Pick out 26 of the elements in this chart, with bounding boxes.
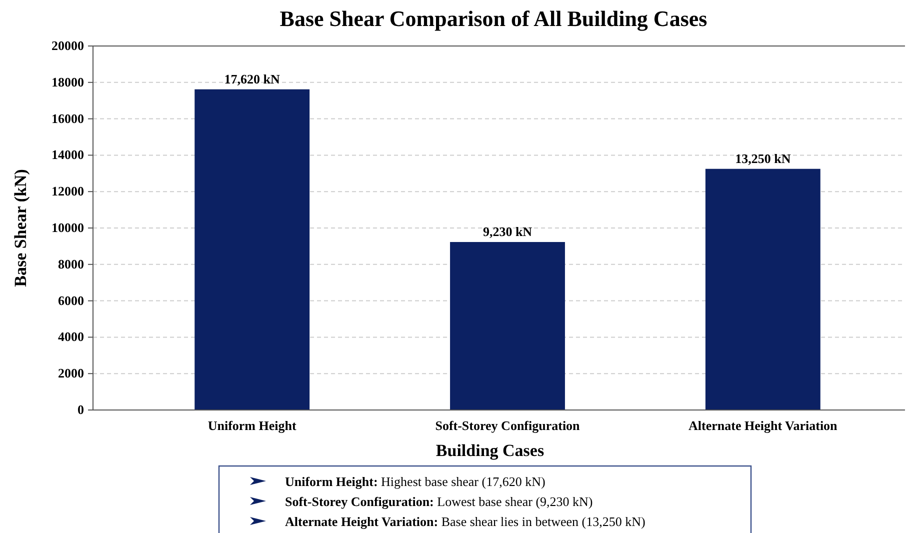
y-tick-label: 16000	[52, 110, 84, 126]
x-tick-label: Soft-Storey Configuration	[435, 418, 581, 433]
y-tick-label: 20000	[52, 38, 84, 53]
chart-title: Base Shear Comparison of All Building Cases	[280, 6, 708, 31]
bar	[450, 242, 565, 410]
y-tick-label: 2000	[58, 366, 84, 381]
y-tick-label: 0	[78, 402, 84, 417]
data-label: 13,250 kN	[735, 150, 792, 166]
x-tick-label: Uniform Height	[208, 418, 297, 433]
bar	[705, 168, 820, 410]
y-tick-label: 14000	[52, 147, 84, 162]
text: Soft-Storey Configuration: Lowest base shear (9,230 kN)	[285, 494, 593, 509]
data-label: 9,230 kN	[482, 224, 533, 240]
y-tick-label: 4000	[58, 329, 84, 344]
text: Alternate Height Variation: Base shear lies in between (13,250 kN)	[285, 514, 646, 529]
y-tick-label: 8000	[58, 256, 84, 272]
y-axis-title: Base Shear (kN)	[11, 169, 30, 287]
data-label: 17,620 kN	[224, 71, 281, 86]
text: Uniform Height: Highest base shear (17,620 kN)	[285, 474, 546, 489]
y-tick-label: 12000	[52, 184, 84, 199]
x-tick-label: Alternate Height Variation	[688, 418, 838, 433]
y-tick-label: 10000	[52, 220, 84, 235]
x-axis-title: Building Cases	[436, 441, 544, 460]
y-tick-label: 6000	[58, 292, 84, 308]
y-tick-label: 18000	[52, 74, 84, 90]
bar	[194, 89, 310, 410]
